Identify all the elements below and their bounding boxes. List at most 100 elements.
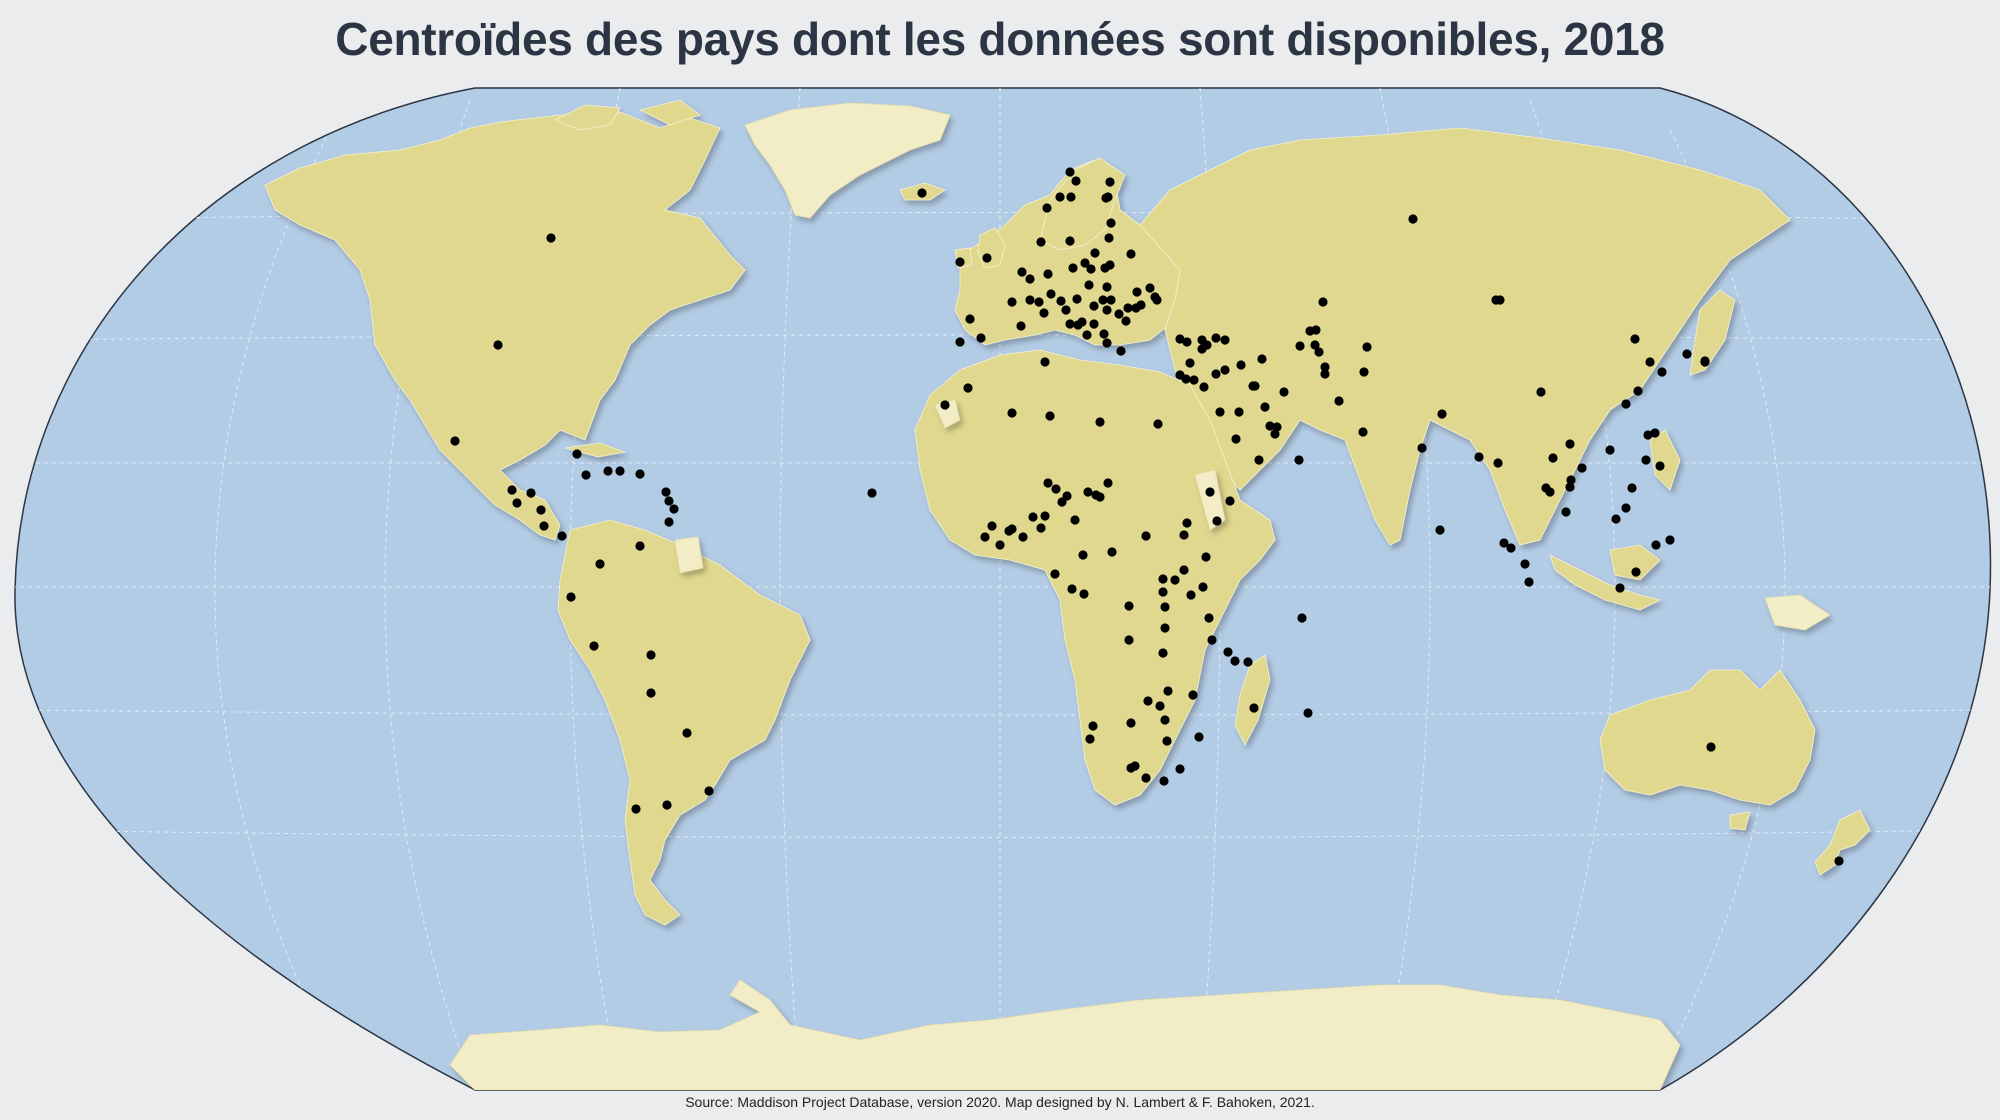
country-centroid [526, 488, 536, 498]
country-centroid [1145, 283, 1155, 293]
country-centroid [1170, 575, 1180, 585]
country-centroid [1408, 214, 1418, 224]
country-centroid [1205, 487, 1215, 497]
country-centroid [1073, 320, 1083, 330]
country-centroid [1016, 321, 1026, 331]
country-centroid [1561, 507, 1571, 517]
country-centroid [1126, 249, 1136, 259]
country-centroid [1136, 300, 1146, 310]
country-centroid [1212, 516, 1222, 526]
country-centroid [1621, 399, 1631, 409]
country-centroid [682, 728, 692, 738]
country-centroid [1185, 358, 1195, 368]
country-centroid [1189, 375, 1199, 385]
country-centroid [955, 257, 965, 267]
australia [1599, 669, 1816, 806]
country-centroid [1548, 453, 1558, 463]
country-centroid [982, 253, 992, 263]
country-centroid [1084, 280, 1094, 290]
country-centroid [1160, 602, 1170, 612]
country-centroid [1630, 334, 1640, 344]
country-centroid [1700, 357, 1710, 367]
country-centroid [1236, 360, 1246, 370]
country-centroid [1046, 289, 1056, 299]
country-centroid [1566, 475, 1576, 485]
country-centroid [1065, 319, 1075, 329]
country-centroid [1090, 248, 1100, 258]
country-centroid [589, 641, 599, 651]
country-centroid [536, 505, 546, 515]
country-centroid [1605, 445, 1615, 455]
country-centroid [1071, 176, 1081, 186]
country-centroid [1124, 601, 1134, 611]
source-note: Source: Maddison Project Database, versi… [685, 1094, 1315, 1110]
country-centroid [646, 688, 656, 698]
country-centroid [1065, 236, 1075, 246]
country-centroid [1186, 590, 1196, 600]
country-centroid [1150, 292, 1160, 302]
country-centroid [1082, 330, 1092, 340]
country-centroid [1524, 577, 1534, 587]
country-centroid [1657, 367, 1667, 377]
country-centroid [1099, 329, 1109, 339]
country-centroid [1143, 696, 1153, 706]
country-centroid [1270, 429, 1280, 439]
country-centroid [1320, 369, 1330, 379]
country-centroid [1056, 296, 1066, 306]
country-centroid [1495, 295, 1505, 305]
country-centroid [1215, 407, 1225, 417]
country-centroid [1158, 648, 1168, 658]
country-centroid [704, 786, 714, 796]
country-centroid [1159, 776, 1169, 786]
country-centroid [1520, 559, 1530, 569]
country-centroid [1103, 192, 1113, 202]
country-centroid [1577, 463, 1587, 473]
country-centroid [1437, 409, 1447, 419]
country-centroid [493, 340, 503, 350]
country-centroid [1279, 387, 1289, 397]
country-centroid [1417, 443, 1427, 453]
country-centroid [1188, 690, 1198, 700]
country-centroid [1043, 478, 1053, 488]
country-centroid [1141, 773, 1151, 783]
country-centroid [1036, 523, 1046, 533]
country-centroid [1706, 742, 1716, 752]
country-centroid [1102, 282, 1112, 292]
country-centroid [1194, 732, 1204, 742]
country-centroid [1643, 430, 1653, 440]
country-centroid [669, 504, 679, 514]
country-centroid [1297, 613, 1307, 623]
country-centroid [1179, 530, 1189, 540]
country-centroid [557, 531, 567, 541]
country-centroid [1230, 656, 1240, 666]
country-centroid [976, 333, 986, 343]
country-centroid [980, 532, 990, 542]
country-centroid [1499, 538, 1509, 548]
country-centroid [940, 400, 950, 410]
country-centroid [995, 540, 1005, 550]
country-centroid [1204, 613, 1214, 623]
country-centroid [1536, 387, 1546, 397]
country-centroid [1158, 587, 1168, 597]
south-america [557, 519, 811, 926]
country-centroid [1257, 354, 1267, 364]
country-centroid [963, 383, 973, 393]
country-centroid [635, 541, 645, 551]
country-centroid [1102, 338, 1112, 348]
country-centroid [1506, 543, 1516, 553]
country-centroid [1025, 274, 1035, 284]
country-centroid [1050, 569, 1060, 579]
country-centroid [1095, 492, 1105, 502]
africa [914, 349, 1276, 806]
country-centroid [1055, 192, 1065, 202]
country-centroid [1072, 294, 1082, 304]
country-centroid [1158, 574, 1168, 584]
country-centroid [646, 650, 656, 660]
country-centroid [1025, 295, 1035, 305]
country-centroid [1565, 482, 1575, 492]
country-centroid [1034, 297, 1044, 307]
country-centroid [1682, 349, 1692, 359]
country-centroid [662, 800, 672, 810]
country-centroid [1017, 267, 1027, 277]
country-centroid [1211, 369, 1221, 379]
